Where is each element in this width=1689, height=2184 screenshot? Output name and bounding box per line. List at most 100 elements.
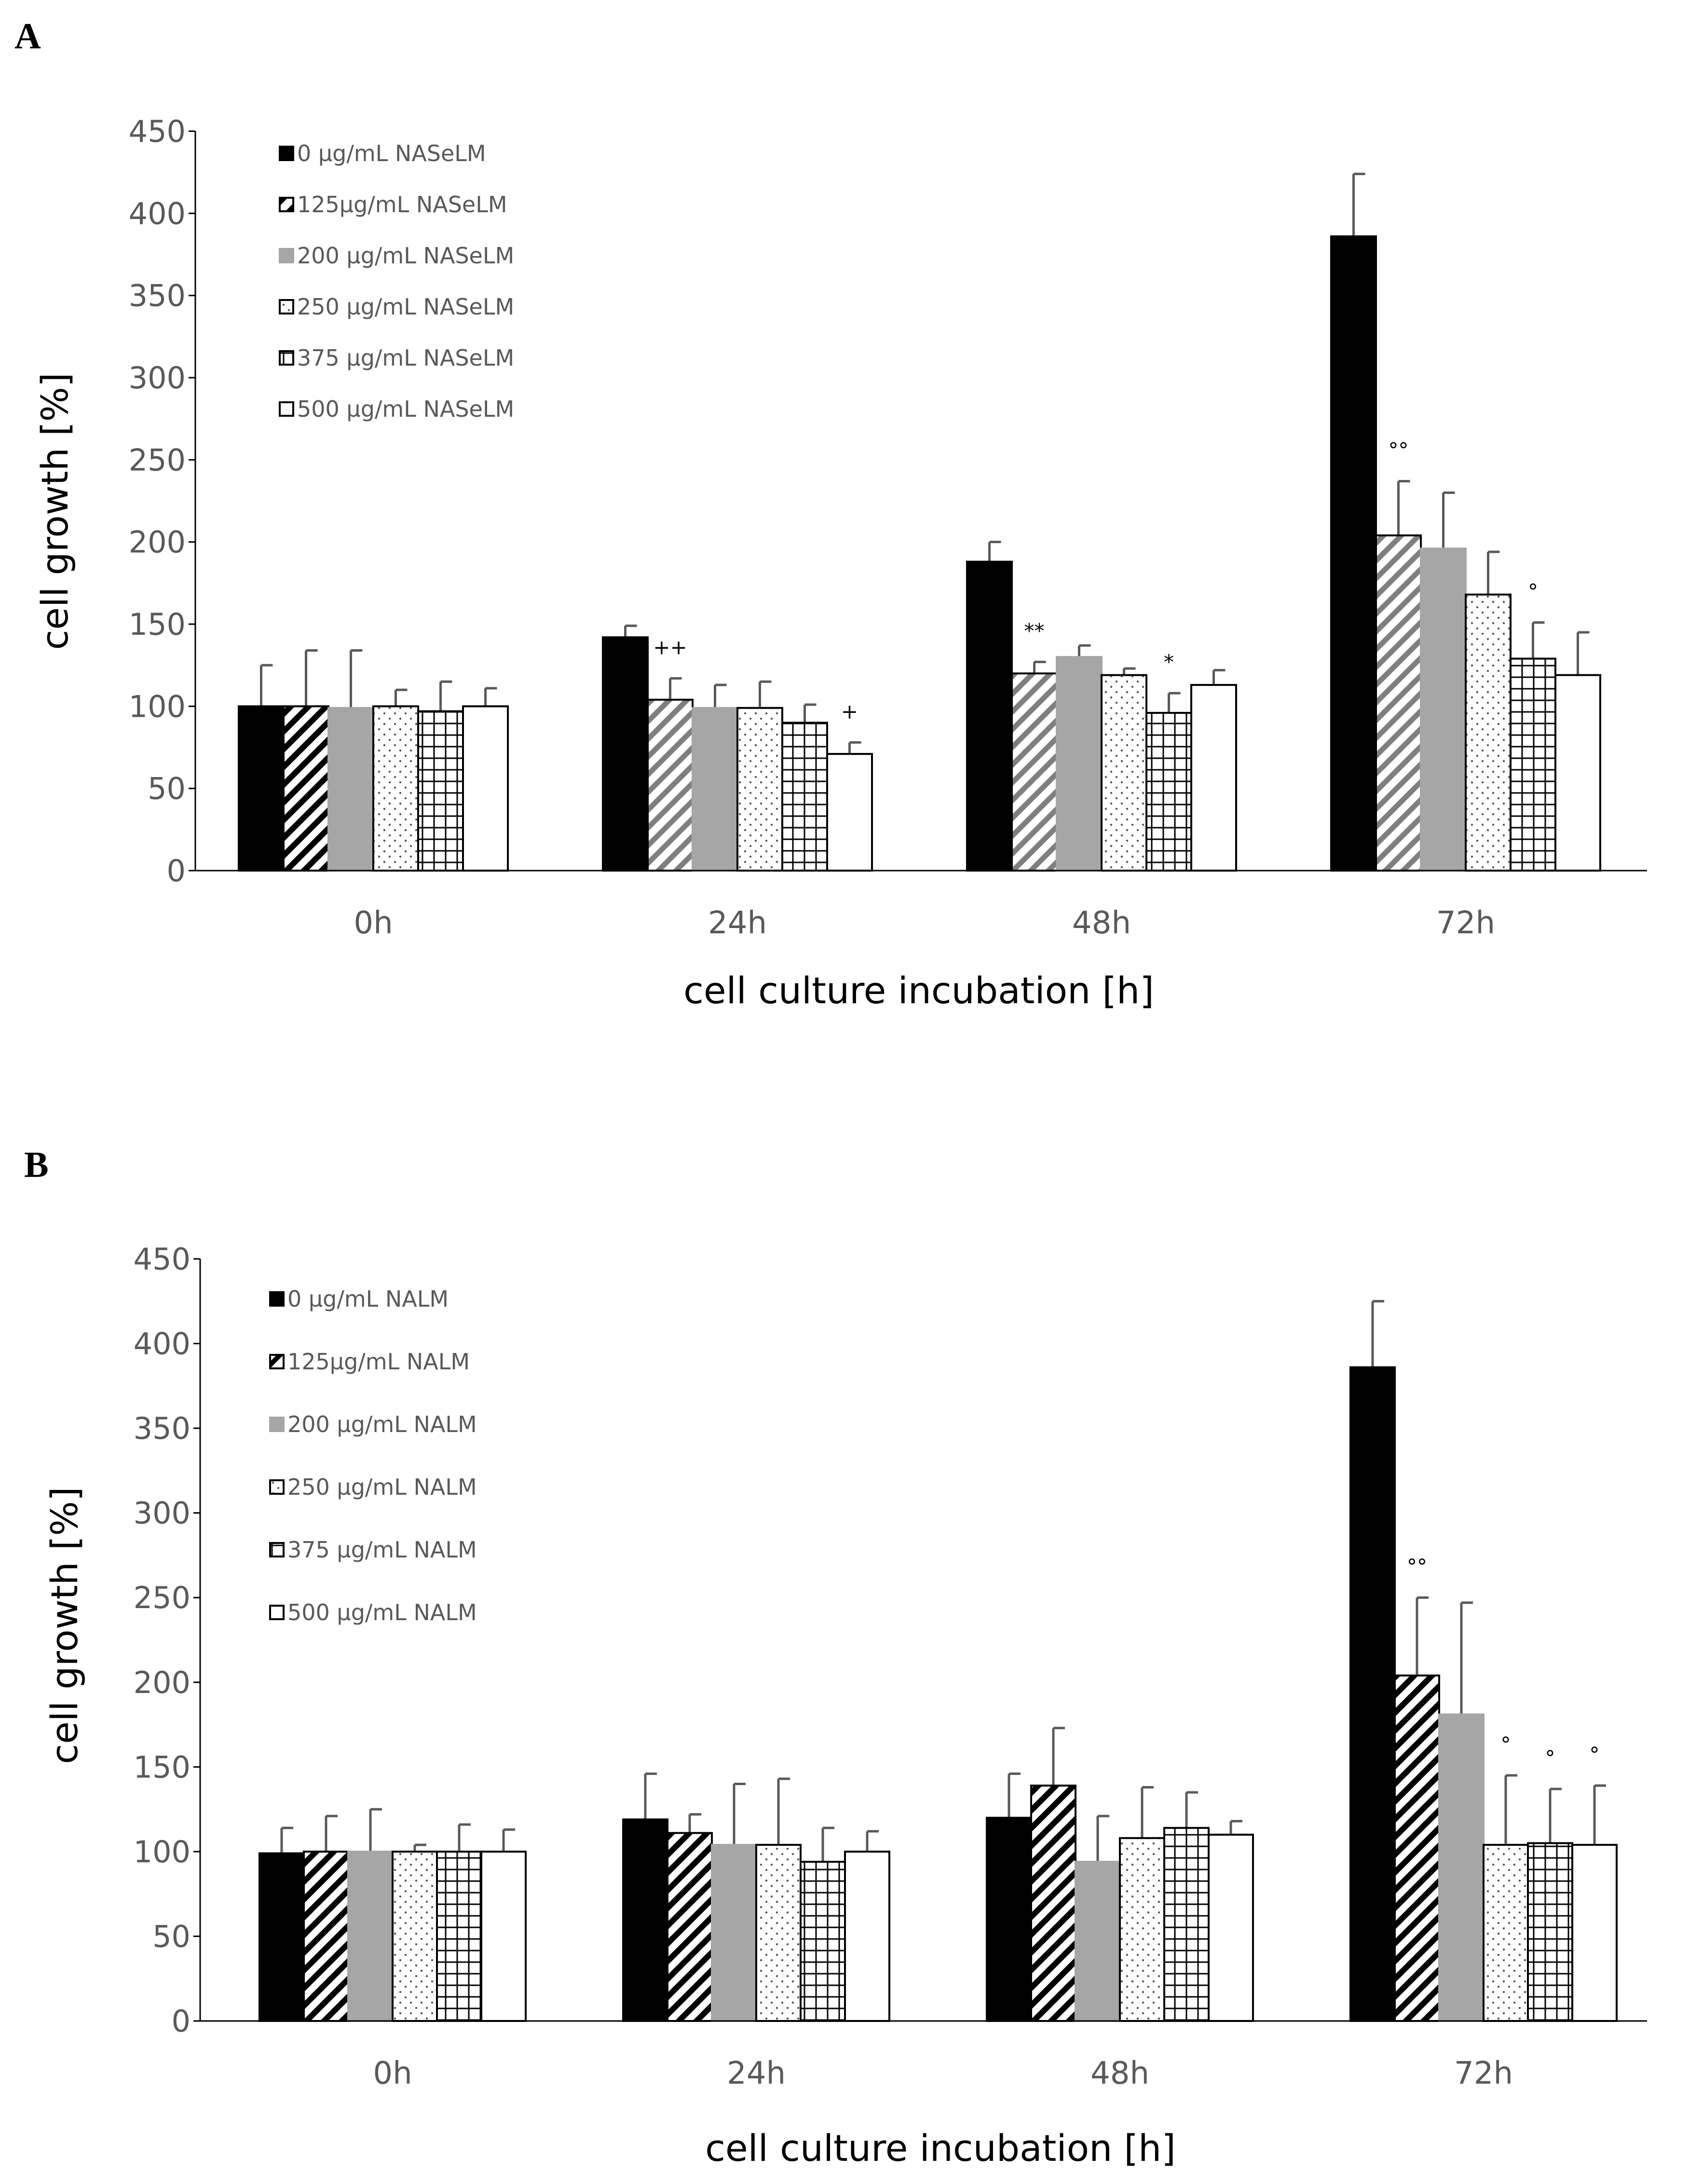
bar-125ug-ml-naselm-24h (647, 698, 694, 872)
bar-125ug-ml-naselm-72h (1375, 534, 1422, 872)
bar-0-ug-ml-nalm-48h (986, 1816, 1032, 2022)
legend-swatch (279, 350, 294, 366)
y-tick-label-0: 0 (167, 853, 186, 888)
legend-item-500-ug-ml-nalm: 500 µg/mL NALM (269, 1599, 477, 1625)
bar-250-ug-ml-naselm-72h (1465, 593, 1512, 872)
y-tick-label-100: 100 (129, 689, 186, 724)
legend: 0 µg/mL NALM 125µg/mL NALM 200 µg/mL NALM 2… (269, 1286, 477, 1625)
legend-item-0-ug-ml-naselm: 0 µg/mL NASeLM (279, 140, 486, 166)
legend-label: 375 µg/mL NASeLM (297, 345, 514, 371)
y-tick-label-200: 200 (134, 1665, 191, 1700)
bar-375-ug-ml-naselm-48h (1145, 711, 1192, 872)
bar-200-ug-ml-naselm-24h (692, 707, 738, 872)
y-tick-label-300: 300 (129, 360, 186, 396)
legend-item-200-ug-ml-nalm: 200 µg/mL NALM (269, 1411, 477, 1437)
legend-label: 200 µg/mL NALM (287, 1411, 477, 1437)
legend-swatch (279, 146, 294, 161)
y-tick-label-450: 450 (134, 1242, 191, 1277)
legend-item-125ug-ml-nalm: 125µg/mL NALM (269, 1349, 470, 1375)
y-tick-label-350: 350 (129, 278, 186, 314)
y-tick-label-150: 150 (134, 1749, 191, 1785)
x-axis-title: cell culture incubation [h] (705, 2127, 1176, 2170)
y-axis-title: cell growth [%] (43, 1487, 86, 1764)
bar-250-ug-ml-nalm-24h (755, 1843, 802, 2022)
y-tick-label-100: 100 (134, 1834, 191, 1870)
x-tick-label-24h: 24h (727, 2056, 786, 2091)
bar-500-ug-ml-nalm-0h (480, 1850, 527, 2022)
bar-0-ug-ml-nalm-72h (1349, 1366, 1396, 2022)
legend-label: 0 µg/mL NALM (287, 1286, 449, 1312)
legend-label: 500 µg/mL NALM (287, 1599, 477, 1625)
bar-200-ug-ml-nalm-48h (1075, 1860, 1121, 2022)
legend-swatch (279, 299, 294, 314)
x-tick-label-48h: 48h (1090, 2056, 1149, 2091)
legend-swatch (269, 1542, 285, 1557)
bar-200-ug-ml-naselm-0h (327, 707, 374, 872)
x-axis-title: cell culture incubation [h] (683, 969, 1154, 1012)
significance-annotation-3: ° (1590, 1743, 1600, 1766)
legend-item-200-ug-ml-naselm: 200 µg/mL NASeLM (279, 243, 514, 269)
legend-swatch (279, 248, 294, 263)
legend-label: 200 µg/mL NASeLM (297, 243, 514, 269)
bar-0-ug-ml-naselm-24h (602, 636, 649, 872)
legend: 0 µg/mL NASeLM 125µg/mL NASeLM 200 µg/mL N… (279, 140, 514, 422)
bar-500-ug-ml-naselm-72h (1554, 674, 1601, 872)
y-tick-label-250: 250 (129, 442, 186, 478)
legend-label: 250 µg/mL NALM (287, 1474, 477, 1500)
bar-0-ug-ml-nalm-0h (259, 1852, 305, 2022)
bar-250-ug-ml-naselm-0h (372, 705, 419, 872)
bar-375-ug-ml-nalm-72h (1527, 1842, 1573, 2022)
legend-swatch (269, 1417, 285, 1432)
x-tick-label-72h: 72h (1454, 2056, 1513, 2091)
bar-125ug-ml-naselm-0h (283, 705, 329, 872)
legend-label: 375 µg/mL NALM (287, 1537, 477, 1563)
y-tick-label-200: 200 (129, 525, 186, 560)
legend-item-375-ug-ml-nalm: 375 µg/mL NALM (269, 1537, 477, 1563)
legend-swatch (279, 401, 294, 417)
bar-500-ug-ml-naselm-0h (462, 705, 509, 872)
bar-125ug-ml-nalm-72h (1394, 1674, 1440, 2022)
bar-200-ug-ml-nalm-24h (711, 1843, 757, 2022)
bar-375-ug-ml-naselm-72h (1510, 657, 1556, 872)
bar-250-ug-ml-nalm-48h (1119, 1837, 1165, 2022)
bar-200-ug-ml-nalm-72h (1438, 1713, 1485, 2022)
bar-125ug-ml-nalm-48h (1030, 1784, 1076, 2022)
legend-label: 125µg/mL NASeLM (297, 191, 507, 218)
legend-swatch (269, 1354, 285, 1369)
legend-swatch (269, 1605, 285, 1620)
bar-500-ug-ml-naselm-24h (826, 753, 873, 872)
panel-b: B cell growth [%] cell culture incubatio… (24, 1145, 1647, 2170)
bar-0-ug-ml-naselm-72h (1330, 235, 1377, 872)
bar-0-ug-ml-naselm-0h (238, 705, 285, 872)
bar-500-ug-ml-nalm-48h (1208, 1833, 1254, 2022)
x-tick-label-0h: 0h (373, 2056, 412, 2091)
legend-swatch (269, 1479, 285, 1495)
bar-0-ug-ml-naselm-48h (966, 560, 1013, 872)
significance-annotation-2: ** (1024, 619, 1045, 642)
bar-375-ug-ml-naselm-0h (417, 710, 464, 872)
bar-250-ug-ml-naselm-48h (1101, 674, 1147, 872)
bar-250-ug-ml-nalm-72h (1483, 1843, 1529, 2022)
legend-label: 250 µg/mL NASeLM (297, 294, 514, 320)
significance-annotation-5: ° (1528, 580, 1538, 603)
panel-a: A cell growth [%] cell culture incubatio… (14, 16, 1647, 1012)
y-tick-label-350: 350 (134, 1411, 191, 1446)
legend-item-0-ug-ml-nalm: 0 µg/mL NALM (269, 1286, 449, 1312)
significance-annotation-2: ° (1545, 1746, 1555, 1770)
bar-200-ug-ml-naselm-48h (1056, 656, 1103, 872)
y-axis-title: cell growth [%] (33, 372, 76, 650)
significance-annotation-4: °° (1389, 438, 1409, 462)
bar-125ug-ml-naselm-48h (1011, 672, 1058, 872)
y-tick-label-400: 400 (129, 196, 186, 231)
x-tick-label-0h: 0h (354, 905, 393, 941)
y-tick-label-50: 50 (148, 771, 186, 806)
x-tick-label-24h: 24h (708, 905, 767, 941)
y-tick-label-50: 50 (152, 1919, 191, 1954)
bar-375-ug-ml-nalm-0h (436, 1850, 482, 2022)
y-tick-label-450: 450 (129, 114, 186, 149)
bar-500-ug-ml-nalm-24h (844, 1850, 890, 2022)
significance-annotation-0: °° (1407, 1555, 1427, 1578)
